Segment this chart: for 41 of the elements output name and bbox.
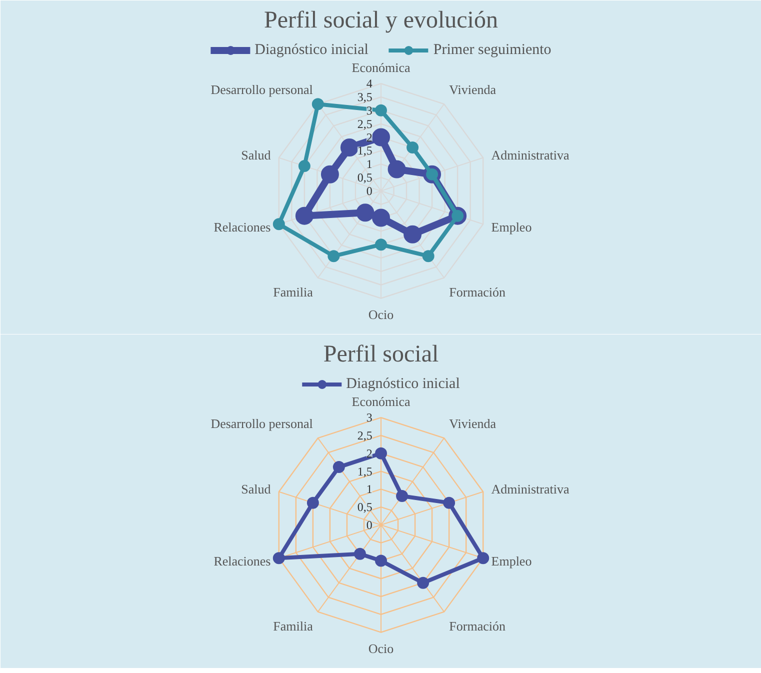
spoke-label: Relaciones	[214, 219, 271, 234]
spoke-label: Administrativa	[491, 482, 570, 497]
y-tick-label: 0,5	[357, 170, 372, 185]
spoke-label: Administrativa	[491, 148, 570, 163]
legend-label: Diagnóstico inicial	[254, 42, 368, 58]
y-tick-label: 2,5	[357, 116, 372, 131]
spoke-label: Ocio	[368, 306, 394, 322]
spoke-label: Vivienda	[449, 416, 496, 432]
y-tick-label: 2	[366, 446, 372, 460]
spoke-label: Vivienda	[449, 82, 496, 98]
spoke-label: Económica	[352, 394, 410, 409]
legend-label: Primer seguimiento	[433, 42, 552, 58]
chart-title: Perfil social y evolución	[264, 8, 498, 34]
legend-label: Diagnóstico inicial	[346, 376, 460, 392]
y-tick-label: 0,5	[357, 500, 372, 514]
spoke-label: Desarrollo personal	[210, 416, 314, 432]
y-tick-label: 1	[366, 157, 372, 172]
spoke-label: Económica	[352, 60, 410, 75]
spoke-label: Empleo	[491, 553, 532, 568]
y-tick-label: 1,5	[357, 464, 372, 478]
y-tick-label: 0	[366, 518, 372, 532]
y-tick-label: 2,5	[357, 428, 372, 442]
spoke-label: Salud	[241, 148, 272, 163]
spoke-label: Ocio	[368, 640, 394, 656]
spoke-label: Salud	[241, 482, 272, 497]
y-tick-label: 1	[366, 482, 372, 496]
chart-title: Perfil social	[323, 342, 439, 368]
spoke-label: Empleo	[491, 219, 532, 234]
spoke-label: Desarrollo personal	[210, 82, 314, 98]
spoke-label: Relaciones	[214, 553, 271, 568]
y-tick-label: 3	[366, 103, 372, 118]
y-tick-label: 0	[366, 184, 372, 198]
spoke-label: Formación	[449, 284, 506, 300]
y-tick-label: 1,5	[357, 144, 372, 158]
spoke-label: Formación	[449, 618, 506, 634]
y-tick-label: 3	[366, 410, 372, 425]
spoke-label: Familia	[273, 284, 314, 300]
y-tick-label: 3,5	[357, 90, 372, 104]
y-tick-label: 4	[366, 76, 372, 91]
spoke-label: Familia	[273, 618, 314, 634]
y-tick-label: 2	[366, 130, 372, 144]
